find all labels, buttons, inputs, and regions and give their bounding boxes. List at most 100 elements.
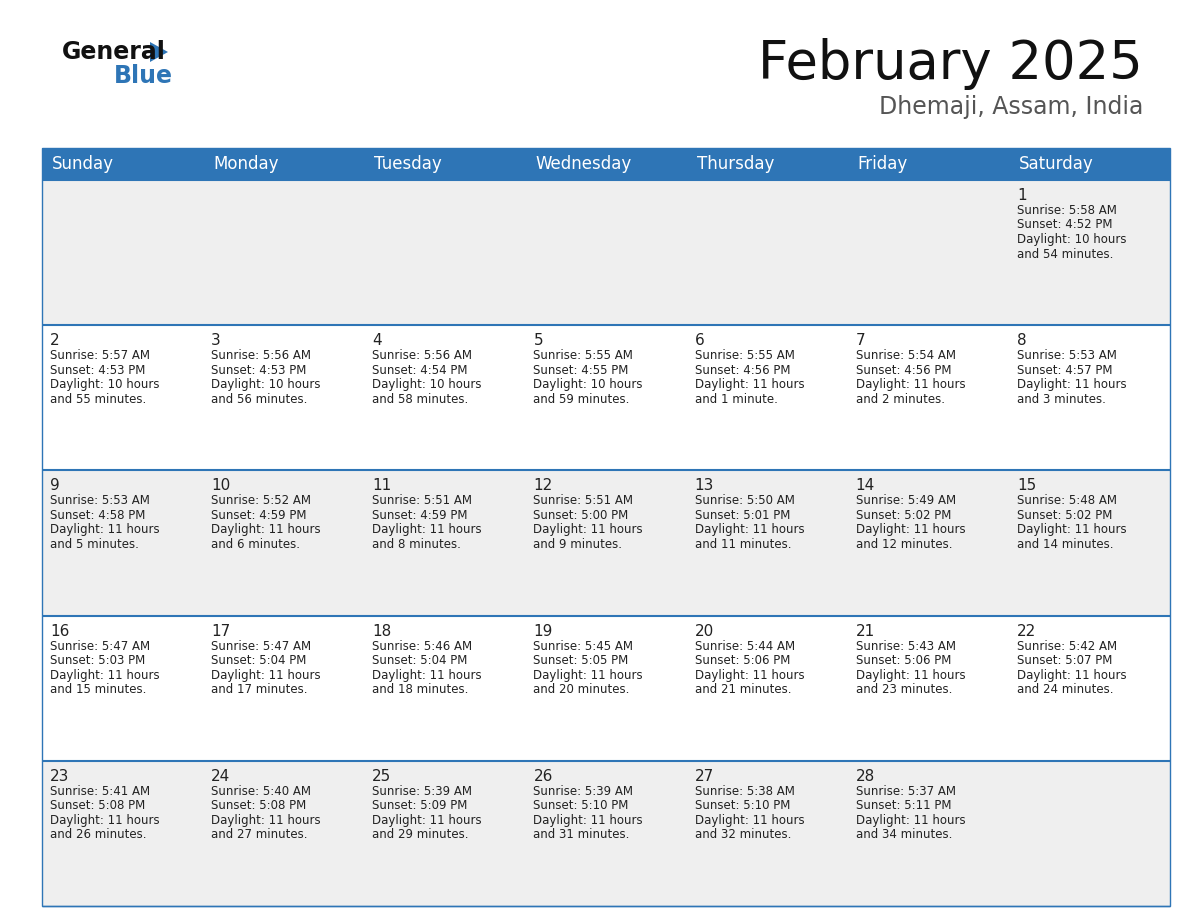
Text: Daylight: 11 hours: Daylight: 11 hours bbox=[50, 813, 159, 827]
Text: Sunrise: 5:40 AM: Sunrise: 5:40 AM bbox=[211, 785, 311, 798]
Text: Daylight: 11 hours: Daylight: 11 hours bbox=[855, 378, 966, 391]
Text: 14: 14 bbox=[855, 478, 876, 493]
Text: Sunrise: 5:54 AM: Sunrise: 5:54 AM bbox=[855, 349, 955, 363]
Text: 12: 12 bbox=[533, 478, 552, 493]
Text: Daylight: 11 hours: Daylight: 11 hours bbox=[372, 523, 482, 536]
Text: February 2025: February 2025 bbox=[758, 38, 1143, 90]
Text: 21: 21 bbox=[855, 623, 876, 639]
Text: Sunrise: 5:53 AM: Sunrise: 5:53 AM bbox=[50, 495, 150, 508]
Text: and 9 minutes.: and 9 minutes. bbox=[533, 538, 623, 551]
Text: Sunset: 5:08 PM: Sunset: 5:08 PM bbox=[50, 800, 145, 812]
Text: Sunset: 4:57 PM: Sunset: 4:57 PM bbox=[1017, 364, 1112, 376]
Text: 28: 28 bbox=[855, 768, 876, 784]
Text: Daylight: 10 hours: Daylight: 10 hours bbox=[372, 378, 482, 391]
Text: and 27 minutes.: and 27 minutes. bbox=[211, 828, 308, 841]
Text: Daylight: 11 hours: Daylight: 11 hours bbox=[372, 668, 482, 681]
Text: and 5 minutes.: and 5 minutes. bbox=[50, 538, 139, 551]
Text: Sunrise: 5:52 AM: Sunrise: 5:52 AM bbox=[211, 495, 311, 508]
Text: Sunset: 4:54 PM: Sunset: 4:54 PM bbox=[372, 364, 468, 376]
Text: Daylight: 11 hours: Daylight: 11 hours bbox=[695, 813, 804, 827]
Text: Daylight: 11 hours: Daylight: 11 hours bbox=[1017, 523, 1126, 536]
Text: Daylight: 10 hours: Daylight: 10 hours bbox=[533, 378, 643, 391]
Text: and 54 minutes.: and 54 minutes. bbox=[1017, 248, 1113, 261]
Text: Sunset: 4:56 PM: Sunset: 4:56 PM bbox=[695, 364, 790, 376]
Text: Sunrise: 5:48 AM: Sunrise: 5:48 AM bbox=[1017, 495, 1117, 508]
FancyBboxPatch shape bbox=[42, 470, 1170, 616]
Text: 17: 17 bbox=[211, 623, 230, 639]
Text: Daylight: 11 hours: Daylight: 11 hours bbox=[211, 813, 321, 827]
Text: Daylight: 11 hours: Daylight: 11 hours bbox=[533, 523, 643, 536]
Text: Daylight: 11 hours: Daylight: 11 hours bbox=[50, 668, 159, 681]
Text: and 55 minutes.: and 55 minutes. bbox=[50, 393, 146, 406]
Text: Sunrise: 5:49 AM: Sunrise: 5:49 AM bbox=[855, 495, 956, 508]
Text: Sunrise: 5:41 AM: Sunrise: 5:41 AM bbox=[50, 785, 150, 798]
Text: Sunset: 4:53 PM: Sunset: 4:53 PM bbox=[50, 364, 145, 376]
Text: Sunset: 5:08 PM: Sunset: 5:08 PM bbox=[211, 800, 307, 812]
Text: Daylight: 11 hours: Daylight: 11 hours bbox=[695, 523, 804, 536]
Text: and 8 minutes.: and 8 minutes. bbox=[372, 538, 461, 551]
FancyBboxPatch shape bbox=[42, 325, 1170, 470]
Text: Blue: Blue bbox=[114, 64, 173, 88]
Text: and 12 minutes.: and 12 minutes. bbox=[855, 538, 953, 551]
Text: Sunset: 5:02 PM: Sunset: 5:02 PM bbox=[1017, 509, 1112, 522]
Text: Sunrise: 5:42 AM: Sunrise: 5:42 AM bbox=[1017, 640, 1117, 653]
Text: Sunset: 5:10 PM: Sunset: 5:10 PM bbox=[533, 800, 628, 812]
Text: and 59 minutes.: and 59 minutes. bbox=[533, 393, 630, 406]
Text: Sunrise: 5:46 AM: Sunrise: 5:46 AM bbox=[372, 640, 473, 653]
Text: Sunrise: 5:58 AM: Sunrise: 5:58 AM bbox=[1017, 204, 1117, 217]
Text: 20: 20 bbox=[695, 623, 714, 639]
Text: Sunset: 5:01 PM: Sunset: 5:01 PM bbox=[695, 509, 790, 522]
Text: Sunrise: 5:57 AM: Sunrise: 5:57 AM bbox=[50, 349, 150, 363]
Text: and 56 minutes.: and 56 minutes. bbox=[211, 393, 308, 406]
Text: Wednesday: Wednesday bbox=[536, 155, 632, 173]
Text: Thursday: Thursday bbox=[696, 155, 773, 173]
Text: and 2 minutes.: and 2 minutes. bbox=[855, 393, 944, 406]
Text: Daylight: 10 hours: Daylight: 10 hours bbox=[211, 378, 321, 391]
Text: 26: 26 bbox=[533, 768, 552, 784]
Text: 5: 5 bbox=[533, 333, 543, 348]
Text: and 15 minutes.: and 15 minutes. bbox=[50, 683, 146, 696]
Text: Sunrise: 5:45 AM: Sunrise: 5:45 AM bbox=[533, 640, 633, 653]
Text: and 11 minutes.: and 11 minutes. bbox=[695, 538, 791, 551]
Text: and 34 minutes.: and 34 minutes. bbox=[855, 828, 952, 841]
Text: Dhemaji, Assam, India: Dhemaji, Assam, India bbox=[879, 95, 1143, 119]
Text: 25: 25 bbox=[372, 768, 392, 784]
Text: Daylight: 11 hours: Daylight: 11 hours bbox=[855, 523, 966, 536]
Text: and 21 minutes.: and 21 minutes. bbox=[695, 683, 791, 696]
Text: Sunset: 4:53 PM: Sunset: 4:53 PM bbox=[211, 364, 307, 376]
Text: Sunset: 5:06 PM: Sunset: 5:06 PM bbox=[695, 655, 790, 667]
Text: 27: 27 bbox=[695, 768, 714, 784]
Text: and 23 minutes.: and 23 minutes. bbox=[855, 683, 952, 696]
Text: Daylight: 11 hours: Daylight: 11 hours bbox=[855, 668, 966, 681]
Text: Sunrise: 5:44 AM: Sunrise: 5:44 AM bbox=[695, 640, 795, 653]
Text: 3: 3 bbox=[211, 333, 221, 348]
FancyBboxPatch shape bbox=[42, 180, 1170, 325]
Text: and 3 minutes.: and 3 minutes. bbox=[1017, 393, 1106, 406]
Text: Sunrise: 5:56 AM: Sunrise: 5:56 AM bbox=[372, 349, 473, 363]
Text: 13: 13 bbox=[695, 478, 714, 493]
Text: Daylight: 11 hours: Daylight: 11 hours bbox=[211, 668, 321, 681]
Text: 8: 8 bbox=[1017, 333, 1026, 348]
Text: and 18 minutes.: and 18 minutes. bbox=[372, 683, 468, 696]
Text: and 31 minutes.: and 31 minutes. bbox=[533, 828, 630, 841]
Text: Sunset: 4:56 PM: Sunset: 4:56 PM bbox=[855, 364, 952, 376]
Text: General: General bbox=[62, 40, 166, 64]
Text: Saturday: Saturday bbox=[1019, 155, 1094, 173]
Text: Friday: Friday bbox=[858, 155, 908, 173]
Text: Sunrise: 5:51 AM: Sunrise: 5:51 AM bbox=[372, 495, 473, 508]
Text: 11: 11 bbox=[372, 478, 392, 493]
Text: Sunrise: 5:39 AM: Sunrise: 5:39 AM bbox=[533, 785, 633, 798]
Text: and 17 minutes.: and 17 minutes. bbox=[211, 683, 308, 696]
Text: Tuesday: Tuesday bbox=[374, 155, 442, 173]
Text: and 20 minutes.: and 20 minutes. bbox=[533, 683, 630, 696]
Text: 10: 10 bbox=[211, 478, 230, 493]
Text: Sunset: 4:59 PM: Sunset: 4:59 PM bbox=[211, 509, 307, 522]
Text: Sunrise: 5:53 AM: Sunrise: 5:53 AM bbox=[1017, 349, 1117, 363]
Text: Sunrise: 5:37 AM: Sunrise: 5:37 AM bbox=[855, 785, 955, 798]
FancyBboxPatch shape bbox=[42, 148, 1170, 180]
Text: 16: 16 bbox=[50, 623, 69, 639]
Text: 1: 1 bbox=[1017, 188, 1026, 203]
Text: Sunset: 4:52 PM: Sunset: 4:52 PM bbox=[1017, 218, 1112, 231]
Text: Sunrise: 5:47 AM: Sunrise: 5:47 AM bbox=[50, 640, 150, 653]
Text: Sunset: 5:07 PM: Sunset: 5:07 PM bbox=[1017, 655, 1112, 667]
